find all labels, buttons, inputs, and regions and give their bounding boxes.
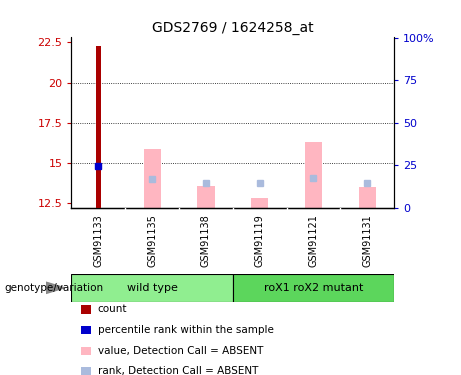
Text: GSM91131: GSM91131 [362, 214, 372, 267]
Bar [305, 142, 322, 208]
Bar [96, 45, 101, 208]
Text: GSM91133: GSM91133 [93, 214, 103, 267]
Text: GSM91135: GSM91135 [147, 214, 157, 267]
Bar [359, 187, 376, 208]
Bar [197, 186, 214, 208]
Text: count: count [98, 304, 127, 314]
Text: GSM91121: GSM91121 [308, 214, 319, 267]
Text: genotype/variation: genotype/variation [5, 283, 104, 293]
Text: wild type: wild type [127, 283, 177, 293]
Text: percentile rank within the sample: percentile rank within the sample [98, 325, 274, 335]
Title: GDS2769 / 1624258_at: GDS2769 / 1624258_at [152, 21, 313, 35]
Text: GSM91119: GSM91119 [254, 214, 265, 267]
Text: value, Detection Call = ABSENT: value, Detection Call = ABSENT [98, 346, 263, 355]
Text: GSM91138: GSM91138 [201, 214, 211, 267]
Bar [143, 148, 161, 208]
Text: rank, Detection Call = ABSENT: rank, Detection Call = ABSENT [98, 366, 258, 375]
Text: roX1 roX2 mutant: roX1 roX2 mutant [264, 283, 363, 293]
Bar [71, 274, 233, 302]
Bar [251, 198, 268, 208]
Bar [233, 274, 394, 302]
Polygon shape [46, 282, 65, 293]
